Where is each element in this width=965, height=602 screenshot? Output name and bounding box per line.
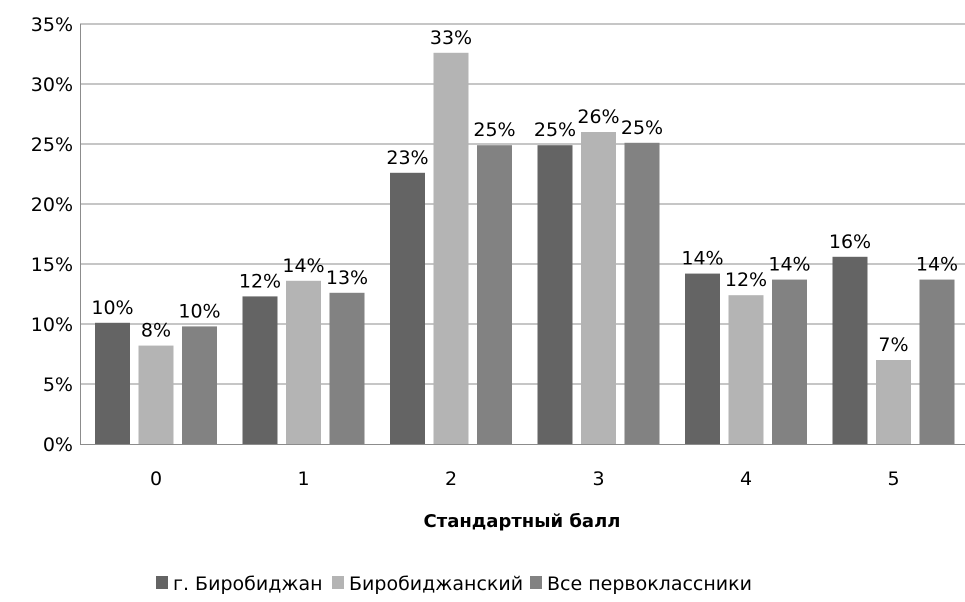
bar-data-labels: 10%8%10%12%14%13%23%33%25% 25%26% 25%14%12…	[91, 27, 958, 356]
bar	[685, 273, 720, 444]
y-tick-label: 0%	[43, 434, 73, 456]
y-tick-label: 10%	[31, 314, 73, 336]
bar-data-label: 13%	[326, 267, 368, 289]
x-axis-ticks: 0 1 2 3 4 5	[150, 468, 900, 490]
bar	[329, 292, 365, 444]
bar-data-label: 16%	[829, 231, 871, 253]
gridlines	[80, 23, 965, 444]
bar	[242, 296, 278, 444]
bar-data-label: 14%	[768, 254, 810, 276]
x-tick-label: 5	[887, 468, 899, 490]
bar	[772, 279, 807, 444]
bar	[537, 145, 573, 444]
y-axis-ticks: 0% 5% 10% 15% 20% 25% 30% 35%	[31, 14, 73, 456]
legend-label: Все первоклассники	[547, 573, 752, 595]
bar-data-label: 25%	[621, 117, 663, 139]
bar-data-label: 12%	[239, 270, 281, 292]
x-tick-label: 4	[740, 468, 752, 490]
legend-swatch	[332, 576, 344, 589]
bar	[138, 345, 174, 444]
bar	[182, 326, 217, 444]
y-tick-label: 30%	[31, 74, 73, 96]
bar-data-label: 10%	[91, 297, 133, 319]
bar-data-label: 7%	[878, 334, 908, 356]
bars	[95, 52, 955, 445]
legend-swatch	[156, 576, 168, 589]
bar	[390, 172, 425, 445]
bar	[919, 279, 955, 444]
bar	[581, 132, 616, 444]
y-tick-label: 35%	[31, 14, 73, 36]
bar-data-label: 23%	[386, 147, 428, 169]
bar-data-label: 10%	[178, 300, 220, 322]
y-tick-label: 15%	[31, 254, 73, 276]
bar	[95, 322, 130, 444]
bar-data-label: 14%	[681, 248, 723, 270]
bar-data-label: 14%	[282, 255, 324, 277]
bar	[433, 52, 469, 445]
y-tick-label: 5%	[43, 374, 73, 396]
bar	[624, 142, 660, 445]
x-tick-label: 2	[445, 468, 457, 490]
bar	[286, 280, 321, 444]
x-tick-label: 1	[297, 468, 309, 490]
bar-data-label: 25%	[534, 119, 576, 141]
bar	[876, 360, 911, 444]
bar	[728, 295, 764, 444]
x-tick-label: 0	[150, 468, 162, 490]
bar	[477, 145, 512, 444]
bar-data-label: 8%	[141, 320, 171, 342]
bar-data-label: 14%	[916, 254, 958, 276]
bar-data-label: 33%	[430, 27, 472, 49]
legend-label: г. Биробиджан	[173, 573, 323, 595]
x-axis-title: Стандартный балл	[424, 511, 621, 532]
x-tick-label: 3	[592, 468, 604, 490]
bar-data-label: 26%	[577, 106, 619, 128]
bar-data-label: 12%	[725, 269, 767, 291]
legend: г. Биробиджан Биробиджанский Все первоклас…	[156, 573, 752, 595]
y-tick-label: 20%	[31, 194, 73, 216]
legend-label: Биробиджанский	[349, 573, 523, 595]
legend-swatch	[530, 576, 542, 589]
bar-data-label: 25%	[473, 119, 515, 141]
bar	[832, 256, 868, 444]
y-tick-label: 25%	[31, 134, 73, 156]
